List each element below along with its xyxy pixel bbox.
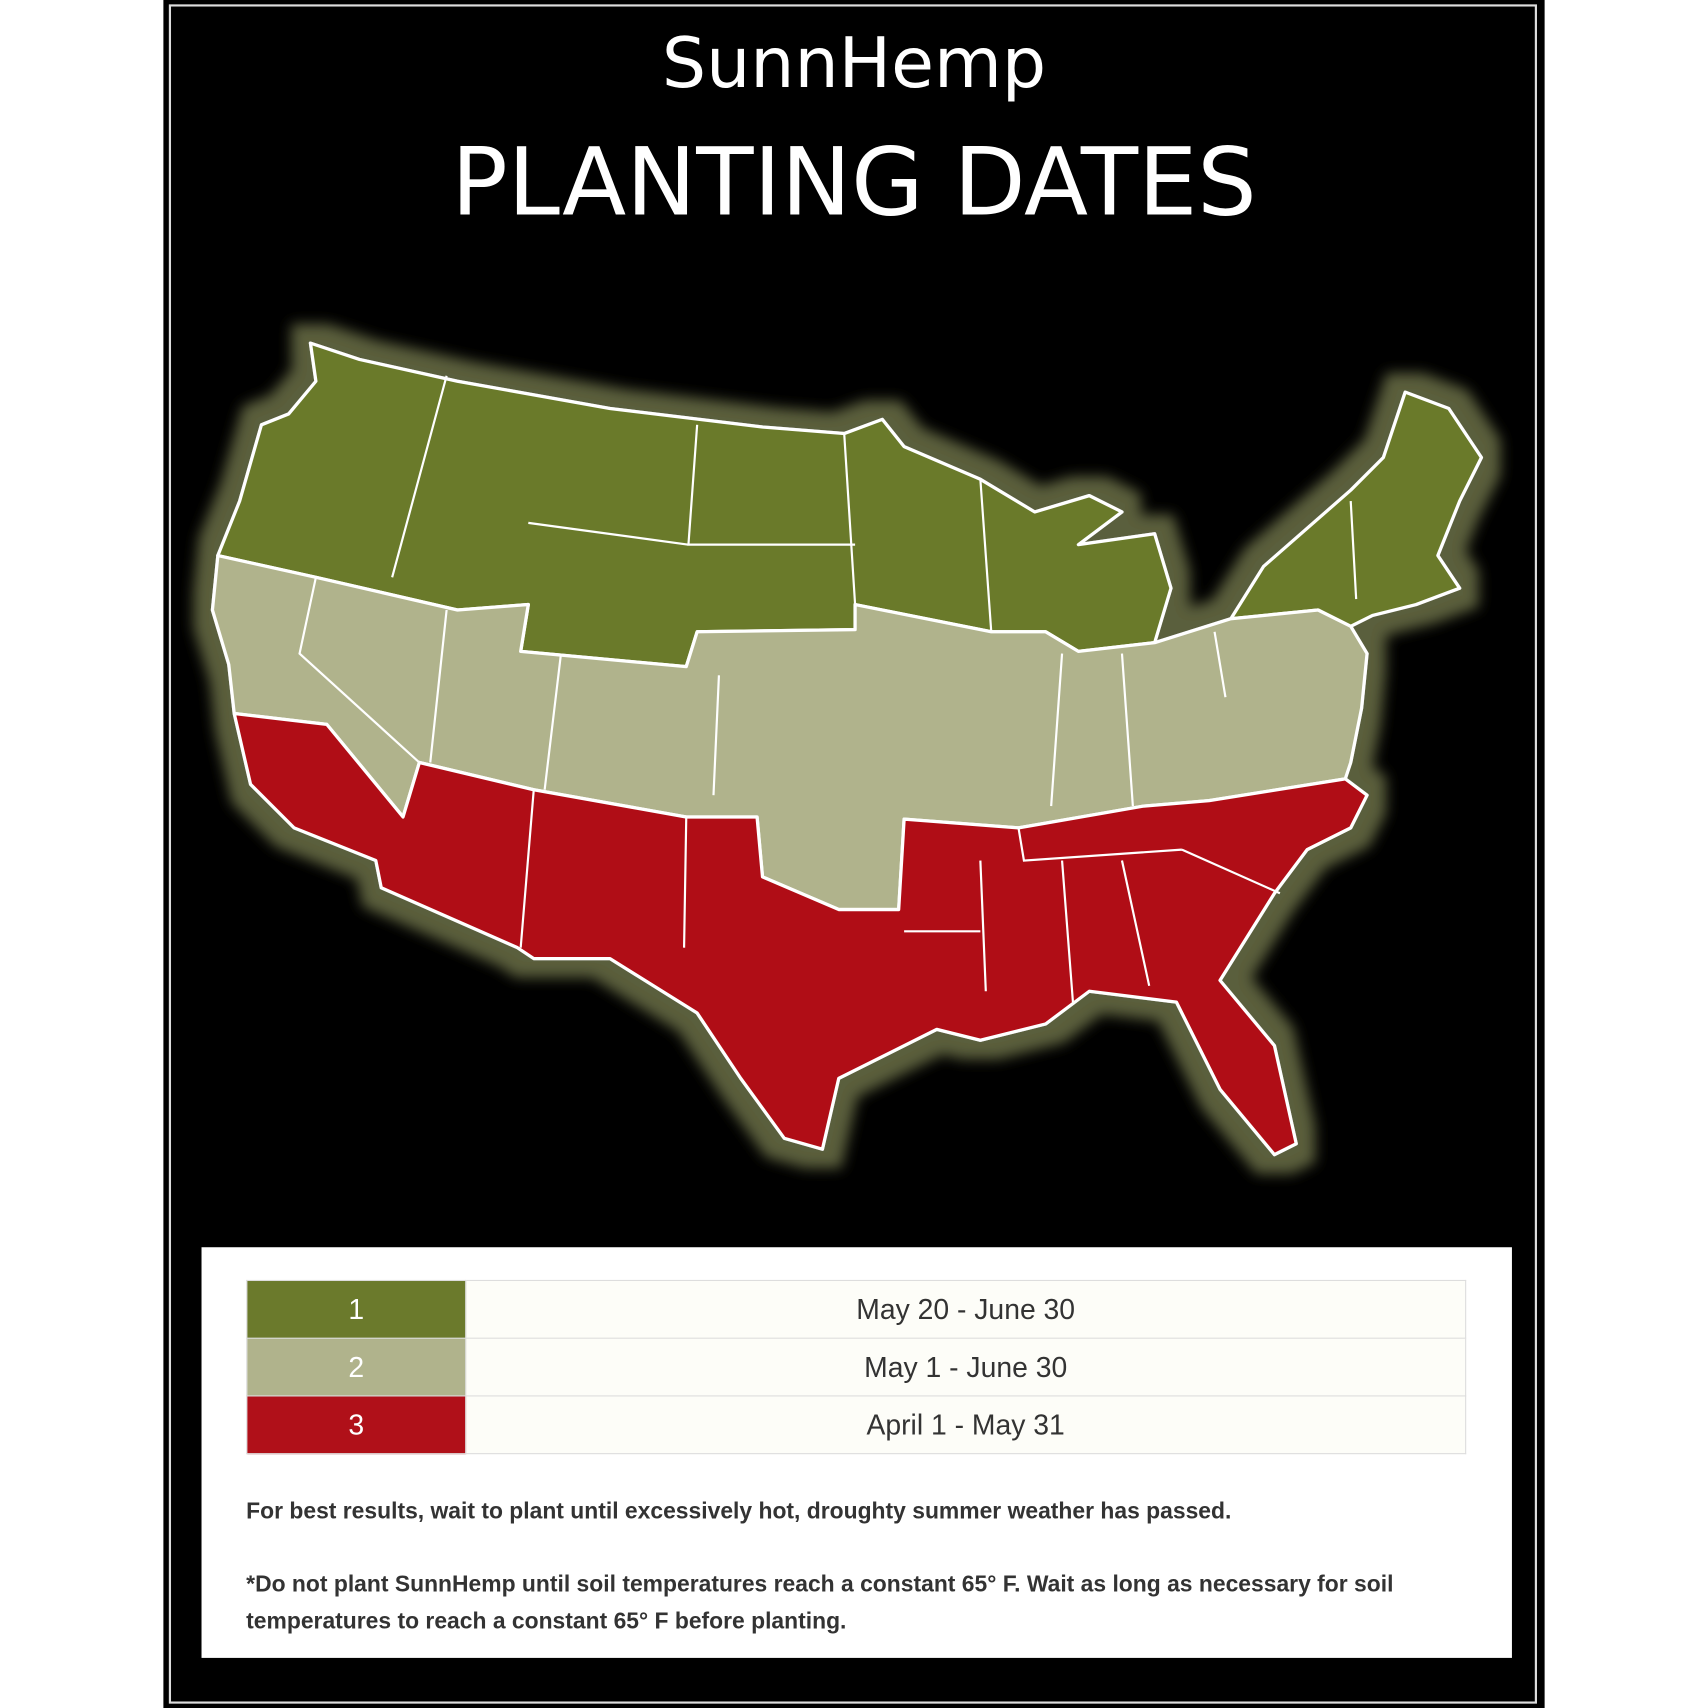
subtitle: PLANTING DATES (451, 128, 1257, 238)
legend-table: 1 May 20 - June 30 2 May 1 - June 30 3 April … (246, 1279, 1467, 1455)
note: *Do not plant SunnHemp until soil temper… (246, 1571, 1394, 1634)
legend-zone: 3 (246, 1395, 467, 1455)
legend-row: 2 May 1 - June 30 (246, 1337, 1467, 1397)
title: SunnHemp (661, 23, 1047, 105)
legend-zone: 2 (246, 1337, 467, 1397)
zones (210, 341, 1484, 1157)
note: For best results, wait to plant until ex… (246, 1498, 1232, 1524)
legend-dates: May 1 - June 30 (465, 1337, 1467, 1397)
zone-area (232, 711, 1369, 1157)
zone-area (1229, 390, 1484, 628)
map (210, 341, 1484, 1157)
legend-row: 3 April 1 - May 31 (246, 1395, 1467, 1455)
legend-dates: April 1 - May 31 (465, 1395, 1467, 1455)
legend-zone: 1 (246, 1279, 467, 1339)
legend-dates: May 20 - June 30 (465, 1279, 1467, 1339)
state-lines (298, 375, 1358, 1003)
legend-row: 1 May 20 - June 30 (246, 1279, 1467, 1339)
frame (168, 4, 1537, 1704)
